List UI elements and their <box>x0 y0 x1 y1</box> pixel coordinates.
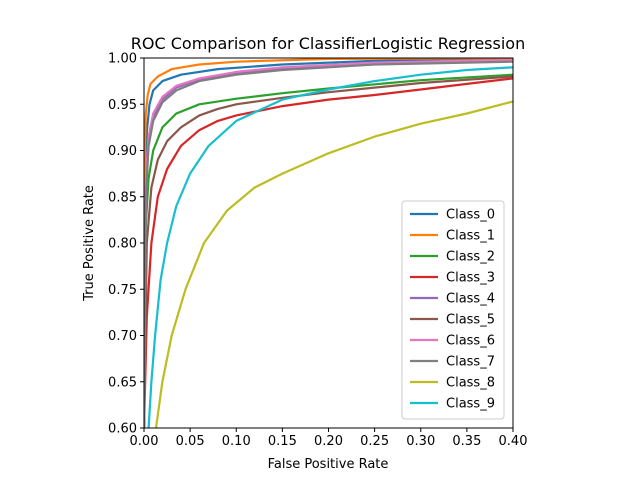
legend-label: Class_8 <box>446 376 495 391</box>
y-tick-label: 0.90 <box>108 144 137 159</box>
legend-label: Class_9 <box>446 397 495 412</box>
series-lines <box>144 58 513 428</box>
series-line-class-9 <box>147 66 513 428</box>
legend-label: Class_1 <box>446 229 495 244</box>
y-axis-ticks: 0.60 0.65 0.70 0.75 0.80 0.85 0.90 0.95 1.00 <box>108 52 144 437</box>
series-line-class-5 <box>144 75 513 428</box>
x-tick-label: 0.20 <box>314 434 343 449</box>
y-tick-label: 0.85 <box>108 190 137 205</box>
y-tick-label: 1.00 <box>108 52 137 67</box>
y-axis-label: True Positive Rate <box>82 185 97 302</box>
y-tick-label: 0.70 <box>108 329 137 344</box>
legend-label: Class_3 <box>446 271 495 286</box>
legend-label: Class_0 <box>446 208 495 223</box>
x-axis-label: False Positive Rate <box>268 457 389 472</box>
x-tick-label: 0.40 <box>499 434 528 449</box>
legend-label: Class_4 <box>446 292 495 307</box>
legend-label: Class_6 <box>446 334 495 349</box>
chart-title: ROC Comparison for ClassifierLogistic Re… <box>131 34 525 53</box>
series-line-class-7 <box>144 60 513 428</box>
y-tick-label: 0.95 <box>108 98 137 113</box>
x-tick-label: 0.10 <box>222 434 251 449</box>
x-tick-label: 0.25 <box>360 434 389 449</box>
x-tick-label: 0.35 <box>452 434 481 449</box>
legend-label: Class_2 <box>446 250 495 265</box>
y-tick-label: 0.75 <box>108 283 137 298</box>
series-line-class-8 <box>154 100 513 428</box>
x-tick-label: 0.15 <box>268 434 297 449</box>
series-line-class-1 <box>144 58 513 428</box>
y-tick-label: 0.60 <box>108 422 137 437</box>
x-tick-label: 0.30 <box>406 434 435 449</box>
legend: Class_0 Class_1 Class_2 Class_3 Class_4 Class… <box>401 200 505 420</box>
x-axis-ticks: 0.00 0.05 0.10 0.15 0.20 0.25 0.30 0.35 0.40 <box>130 428 528 449</box>
legend-label: Class_5 <box>446 313 495 328</box>
series-line-class-3 <box>144 77 513 428</box>
series-line-class-0 <box>144 58 513 428</box>
x-tick-label: 0.05 <box>176 434 205 449</box>
x-tick-label: 0.00 <box>130 434 159 449</box>
legend-label: Class_7 <box>446 355 495 370</box>
y-tick-label: 0.65 <box>108 375 137 390</box>
y-tick-label: 0.80 <box>108 237 137 252</box>
